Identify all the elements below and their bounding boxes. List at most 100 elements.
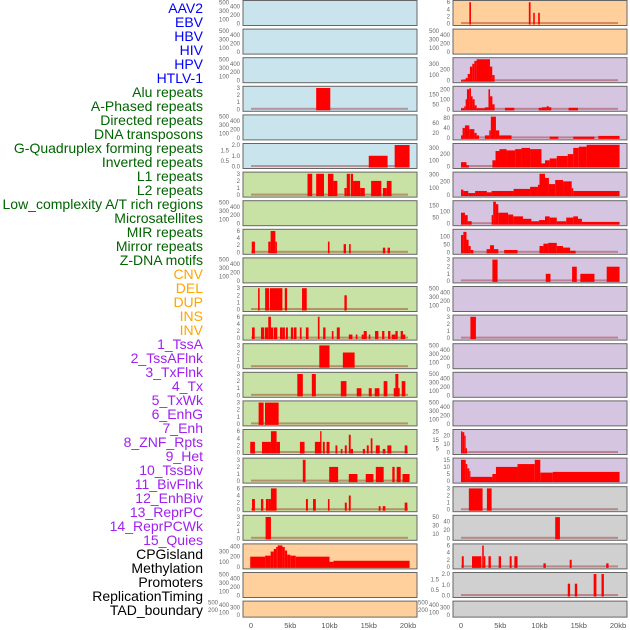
bar bbox=[491, 190, 514, 197]
bar bbox=[540, 472, 553, 483]
track-label: A-Phased repeats bbox=[90, 98, 203, 114]
bar bbox=[464, 215, 468, 225]
y-tick-label: 1.0 bbox=[232, 154, 241, 160]
bar bbox=[362, 448, 366, 454]
y-tick-label: 1 bbox=[237, 100, 241, 106]
y-tick-label: 300 bbox=[440, 606, 451, 612]
track-label: 2_TssAFlnk bbox=[130, 350, 203, 366]
bar bbox=[264, 327, 269, 340]
bar bbox=[490, 245, 494, 254]
y-tick-label: 2.0 bbox=[442, 572, 451, 578]
baseline bbox=[461, 594, 618, 596]
track-panel: 0 246 bbox=[447, 0, 628, 28]
bar bbox=[530, 149, 542, 168]
y-tick-label: 100 bbox=[219, 217, 230, 223]
y-tick-label: 100 bbox=[429, 186, 440, 192]
y-tick-label: 500 bbox=[429, 286, 440, 292]
bar bbox=[344, 188, 347, 197]
y-tick-label: 0 bbox=[237, 451, 241, 457]
y-tick-label: 300 bbox=[219, 209, 230, 215]
bar bbox=[383, 381, 388, 397]
bar bbox=[517, 464, 535, 483]
y-tick-label: 150 bbox=[429, 203, 440, 209]
bar bbox=[343, 244, 346, 254]
bar bbox=[265, 517, 271, 540]
y-tick-label: 400 bbox=[230, 62, 241, 68]
y-tick-label: 1 bbox=[237, 529, 241, 535]
bar bbox=[498, 556, 502, 568]
track-panel: 0 10 20 30 40 50 bbox=[432, 514, 628, 542]
y-tick-label: 4 bbox=[447, 7, 451, 13]
bar bbox=[273, 327, 278, 340]
bar bbox=[285, 327, 288, 340]
bar bbox=[465, 448, 467, 454]
y-tick-label: 0 bbox=[237, 479, 241, 485]
bar bbox=[316, 88, 331, 111]
bar bbox=[329, 561, 334, 568]
bar bbox=[375, 445, 380, 454]
bar bbox=[279, 327, 283, 340]
bar bbox=[348, 434, 351, 454]
y-tick-label: 200 bbox=[418, 608, 429, 614]
bar bbox=[472, 63, 475, 82]
baseline bbox=[461, 336, 618, 339]
x-tick-label: 15kb bbox=[361, 621, 377, 630]
track-label: G-Quadruplex forming repeats bbox=[13, 140, 203, 156]
y-tick-label: 2 bbox=[237, 351, 241, 357]
bar bbox=[578, 146, 587, 168]
y-tick-label: 300 bbox=[219, 581, 230, 587]
bar bbox=[268, 499, 271, 511]
y-tick-label: 3 bbox=[237, 458, 241, 464]
track-label: Directed repeats bbox=[100, 112, 203, 128]
bar bbox=[261, 441, 271, 454]
bar bbox=[492, 75, 495, 82]
bar bbox=[374, 388, 380, 397]
bar bbox=[282, 327, 285, 340]
bar bbox=[513, 188, 531, 197]
bar bbox=[336, 327, 340, 340]
bar bbox=[260, 327, 265, 340]
track-label: DEL bbox=[175, 280, 203, 296]
bar bbox=[461, 135, 463, 139]
bar bbox=[572, 266, 577, 282]
bar bbox=[539, 220, 545, 225]
bar bbox=[265, 555, 271, 568]
bar bbox=[370, 438, 373, 454]
bar bbox=[563, 181, 572, 197]
track-label: 15_Quies bbox=[143, 532, 203, 548]
bar bbox=[580, 273, 595, 282]
y-tick-label: 2 bbox=[237, 465, 241, 471]
x-tick-label: 10kb bbox=[321, 621, 337, 630]
y-tick-label: 200 bbox=[230, 213, 241, 219]
bar bbox=[573, 190, 620, 197]
bar bbox=[463, 231, 467, 254]
y-tick-label: 0 bbox=[237, 22, 241, 28]
bar bbox=[391, 334, 396, 340]
bar bbox=[350, 173, 354, 197]
bar bbox=[466, 89, 470, 111]
y-tick-label: 4 bbox=[237, 436, 241, 442]
track-label: EBV bbox=[174, 14, 203, 30]
y-tick-label: 2 bbox=[237, 443, 241, 449]
baseline bbox=[251, 308, 408, 310]
bar bbox=[499, 135, 512, 139]
bar bbox=[382, 331, 385, 340]
bar bbox=[375, 331, 379, 340]
panel-background bbox=[242, 286, 418, 312]
panel-background bbox=[242, 343, 418, 370]
y-tick-label: 50 bbox=[432, 216, 439, 222]
bar bbox=[466, 239, 469, 254]
bar bbox=[490, 116, 496, 139]
bar bbox=[401, 381, 406, 397]
y-tick-label: 20 bbox=[443, 434, 450, 440]
bar bbox=[489, 66, 493, 82]
bar bbox=[252, 499, 255, 511]
track-label: AAV2 bbox=[168, 0, 203, 16]
x-tick-label: 20kb bbox=[610, 621, 626, 630]
track-label: ReplicationTiming bbox=[92, 588, 203, 604]
y-tick-label: 0 bbox=[447, 536, 451, 542]
bar bbox=[567, 154, 574, 168]
x-tick-label: 15kb bbox=[571, 621, 587, 630]
y-tick-label: 0 bbox=[237, 565, 241, 571]
